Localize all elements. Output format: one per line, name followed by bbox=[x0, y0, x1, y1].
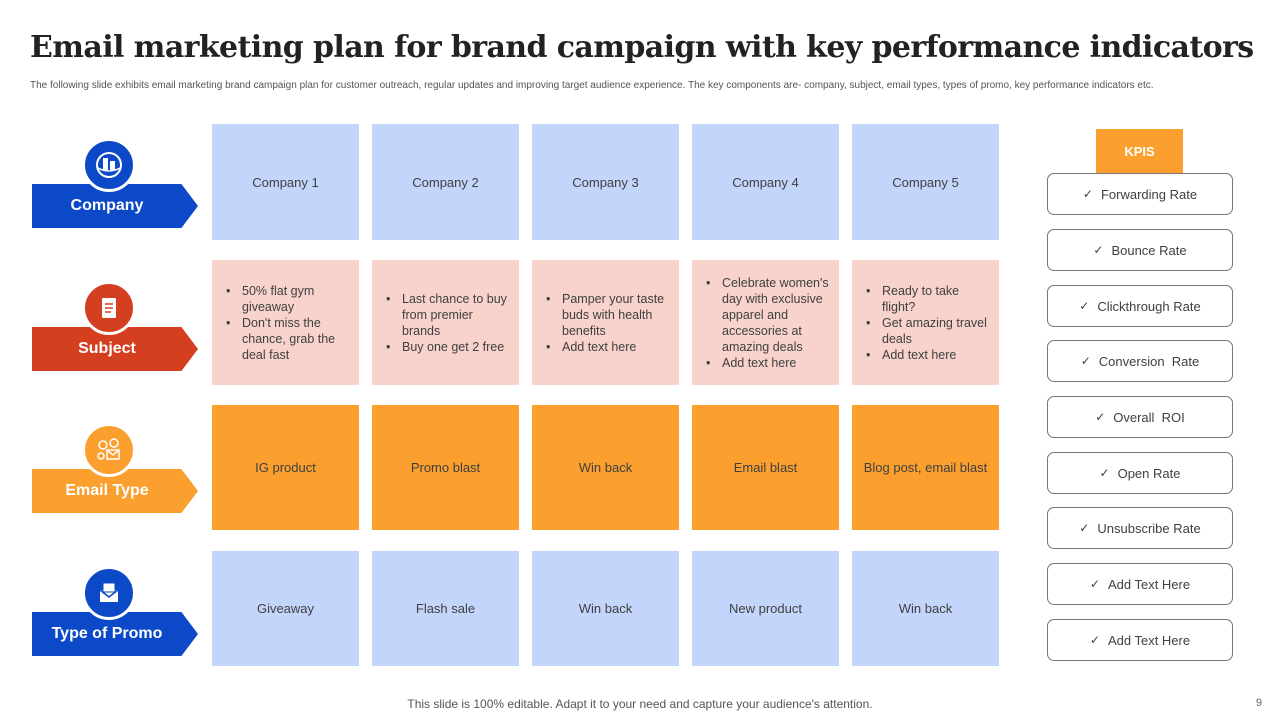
email-type-cell: Promo blast bbox=[372, 405, 519, 530]
company-cell: Company 2 bbox=[372, 124, 519, 240]
list-item: Add text here bbox=[864, 347, 993, 363]
check-icon: ✓ bbox=[1099, 466, 1110, 480]
row-label-type-of-promo: Type of Promo bbox=[32, 566, 200, 656]
slide-title: Email marketing plan for brand campaign … bbox=[30, 30, 1254, 65]
kpi-header: KPIS bbox=[1096, 129, 1183, 173]
kpi-label: Add Text Here bbox=[1107, 632, 1191, 648]
kpi-label: Unsubscribe Rate bbox=[1097, 520, 1201, 536]
check-icon: ✓ bbox=[1095, 410, 1106, 424]
promo-arrow: Type of Promo bbox=[32, 612, 198, 656]
list-item: Add text here bbox=[544, 339, 673, 355]
kpi-label: Add Text Here bbox=[1107, 576, 1191, 592]
company-arrow: Company bbox=[32, 184, 198, 228]
kpi-label: Overall ROI bbox=[1113, 409, 1185, 425]
company-cell: Company 5 bbox=[852, 124, 999, 240]
row-label-text: Type of Promo bbox=[51, 625, 163, 642]
email-type-arrow: Email Type bbox=[32, 469, 198, 513]
check-icon: ✓ bbox=[1079, 521, 1090, 535]
list-item: Ready to take flight? bbox=[864, 283, 993, 315]
kpi-label: Clickthrough Rate bbox=[1097, 298, 1201, 314]
row-label-subject: Subject bbox=[32, 281, 200, 371]
row-label-email-type: Email Type bbox=[32, 423, 200, 513]
row-label-company: Company bbox=[32, 138, 200, 228]
kpi-item: ✓ Conversion Rate bbox=[1047, 340, 1233, 382]
kpi-label: Conversion Rate bbox=[1098, 353, 1200, 369]
subject-arrow: Subject bbox=[32, 327, 198, 371]
list-item: Pamper your taste buds with health benef… bbox=[544, 291, 673, 339]
building-globe-icon bbox=[82, 138, 136, 192]
row-label-text: Subject bbox=[78, 340, 136, 357]
row-label-text: Company bbox=[70, 197, 144, 214]
kpi-item: ✓ Bounce Rate bbox=[1047, 229, 1233, 271]
email-type-cell: Win back bbox=[532, 405, 679, 530]
kpi-item: ✓ Clickthrough Rate bbox=[1047, 285, 1233, 327]
document-icon bbox=[82, 281, 136, 335]
subject-list: Pamper your taste buds with health benef… bbox=[544, 291, 673, 355]
check-icon: ✓ bbox=[1093, 243, 1104, 257]
company-cell: Company 4 bbox=[692, 124, 839, 240]
list-item: Get amazing travel deals bbox=[864, 315, 993, 347]
kpi-item: ✓ Open Rate bbox=[1047, 452, 1233, 494]
company-cell: Company 3 bbox=[532, 124, 679, 240]
subject-list: Ready to take flight? Get amazing travel… bbox=[864, 283, 993, 363]
envelope-icon bbox=[82, 566, 136, 620]
subject-cell: Celebrate women's day with exclusive app… bbox=[692, 260, 839, 385]
list-item: Celebrate women's day with exclusive app… bbox=[704, 275, 833, 355]
subject-cell: 50% flat gym giveaway Don't miss the cha… bbox=[212, 260, 359, 385]
list-item: Buy one get 2 free bbox=[384, 339, 513, 355]
footer-note: This slide is 100% editable. Adapt it to… bbox=[407, 697, 873, 711]
company-cell: Company 1 bbox=[212, 124, 359, 240]
email-type-cell: Email blast bbox=[692, 405, 839, 530]
check-icon: ✓ bbox=[1080, 354, 1091, 368]
subject-list: Last chance to buy from premier brands B… bbox=[384, 291, 513, 355]
row-label-text: Email Type bbox=[65, 482, 149, 499]
check-icon: ✓ bbox=[1089, 577, 1100, 591]
kpi-label: Open Rate bbox=[1117, 465, 1181, 481]
promo-type-cell: New product bbox=[692, 551, 839, 666]
list-item: Don't miss the chance, grab the deal fas… bbox=[224, 315, 353, 363]
promo-type-cell: Flash sale bbox=[372, 551, 519, 666]
kpi-label: Bounce Rate bbox=[1111, 242, 1187, 258]
subject-cell: Last chance to buy from premier brands B… bbox=[372, 260, 519, 385]
slide-subtitle: The following slide exhibits email marke… bbox=[30, 80, 1154, 91]
subject-cell: Pamper your taste buds with health benef… bbox=[532, 260, 679, 385]
check-icon: ✓ bbox=[1079, 299, 1090, 313]
subject-cell: Ready to take flight? Get amazing travel… bbox=[852, 260, 999, 385]
list-item: 50% flat gym giveaway bbox=[224, 283, 353, 315]
kpi-item: ✓ Forwarding Rate bbox=[1047, 173, 1233, 215]
list-item: Add text here bbox=[704, 355, 833, 371]
check-icon: ✓ bbox=[1089, 633, 1100, 647]
email-type-cell: Blog post, email blast bbox=[852, 405, 999, 530]
subject-list: Celebrate women's day with exclusive app… bbox=[704, 275, 833, 371]
email-money-icon bbox=[82, 423, 136, 477]
promo-type-cell: Win back bbox=[532, 551, 679, 666]
promo-type-cell: Win back bbox=[852, 551, 999, 666]
kpi-item: ✓ Add Text Here bbox=[1047, 619, 1233, 661]
email-type-cell: IG product bbox=[212, 405, 359, 530]
kpi-item: ✓ Add Text Here bbox=[1047, 563, 1233, 605]
list-item: Last chance to buy from premier brands bbox=[384, 291, 513, 339]
subject-list: 50% flat gym giveaway Don't miss the cha… bbox=[224, 283, 353, 363]
promo-type-cell: Giveaway bbox=[212, 551, 359, 666]
page-number: 9 bbox=[1255, 697, 1262, 709]
kpi-label: Forwarding Rate bbox=[1100, 186, 1198, 202]
kpi-item: ✓ Unsubscribe Rate bbox=[1047, 507, 1233, 549]
kpi-item: ✓ Overall ROI bbox=[1047, 396, 1233, 438]
check-icon: ✓ bbox=[1082, 187, 1093, 201]
